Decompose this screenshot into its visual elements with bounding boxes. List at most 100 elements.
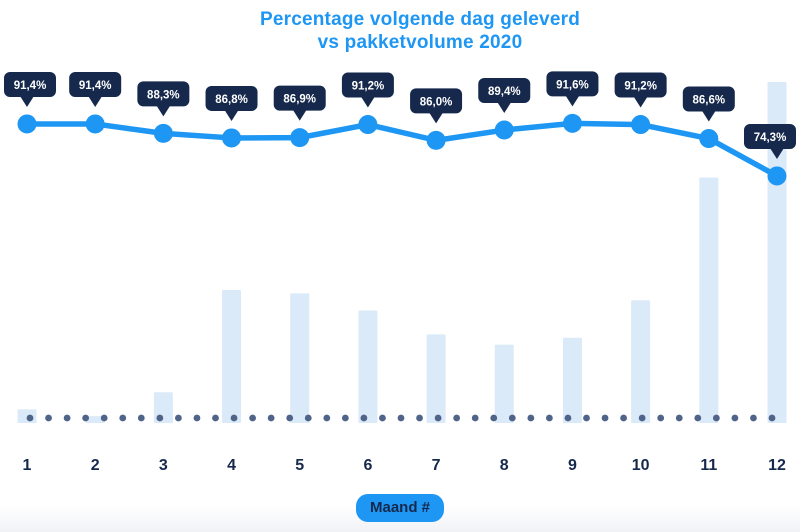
- x-tick-label: 8: [500, 457, 509, 474]
- value-tooltip-pointer: [360, 96, 375, 108]
- data-point-marker: [358, 115, 378, 135]
- volume-bar: [290, 293, 310, 423]
- baseline-dot: [564, 414, 572, 422]
- value-tooltip-box: [546, 71, 599, 97]
- baseline-dot: [416, 414, 423, 422]
- value-tooltip-box: [341, 72, 394, 98]
- x-tick-label: 12: [768, 457, 786, 474]
- baseline-dot: [694, 414, 702, 422]
- chart-title: Percentage volgende dag geleverd vs pakk…: [20, 8, 800, 54]
- value-tooltip-label: 91,4%: [79, 80, 112, 92]
- data-point-marker: [494, 120, 514, 140]
- value-tooltip-box: [137, 81, 190, 107]
- value-tooltip: 86,6%: [682, 86, 735, 122]
- baseline-dot: [323, 414, 331, 422]
- baseline-dot: [657, 414, 665, 422]
- x-tick-label: 7: [432, 457, 441, 474]
- baseline-dot: [675, 414, 683, 422]
- baseline-dot: [82, 414, 90, 422]
- x-tick-label: 10: [632, 457, 650, 474]
- value-tooltip-label: 86,9%: [283, 94, 316, 106]
- baseline-dot: [63, 414, 71, 422]
- x-tick-label: 3: [159, 457, 168, 474]
- data-point-marker: [153, 123, 173, 143]
- baseline-dot: [471, 414, 479, 422]
- volume-bar: [562, 337, 582, 423]
- volume-bar: [17, 409, 37, 423]
- data-point-marker: [767, 166, 787, 186]
- chart-title-line-1: Percentage volgende dag geleverd: [259, 9, 580, 30]
- volume-bar: [631, 300, 651, 423]
- value-tooltip: 86,9%: [273, 85, 326, 121]
- value-tooltip-box: [410, 88, 463, 114]
- baseline-dot: [768, 414, 776, 422]
- data-point-marker: [85, 114, 105, 134]
- value-tooltip-pointer: [429, 112, 444, 124]
- x-tick-label: 5: [295, 457, 304, 474]
- value-tooltip-label: 91,6%: [556, 79, 589, 91]
- data-point-marker: [631, 115, 651, 135]
- baseline-dot: [490, 414, 498, 422]
- baseline-dot: [379, 414, 386, 422]
- baseline-dot: [119, 414, 127, 422]
- baseline-dot: [527, 414, 535, 422]
- value-tooltip-label: 91,2%: [352, 81, 385, 93]
- data-point-marker: [562, 113, 582, 133]
- value-tooltip-pointer: [88, 95, 103, 107]
- x-tick-label: 4: [227, 457, 236, 474]
- volume-bar: [85, 416, 105, 423]
- baseline-dot: [434, 414, 442, 422]
- x-tick-label: 11: [700, 457, 717, 474]
- baseline-dot: [45, 414, 52, 422]
- value-tooltip: 91,2%: [614, 72, 667, 108]
- baseline-dot: [193, 414, 201, 422]
- x-tick-label: 9: [568, 457, 577, 474]
- volume-bar: [767, 82, 787, 423]
- value-tooltip-box: [478, 78, 531, 104]
- baseline-dot: [156, 414, 164, 422]
- data-point-marker: [426, 130, 446, 150]
- baseline-dot: [286, 414, 294, 422]
- value-tooltip: 91,6%: [546, 71, 599, 107]
- volume-bar: [358, 310, 378, 423]
- value-tooltip-label: 91,4%: [14, 80, 47, 92]
- value-tooltip-pointer: [224, 109, 239, 121]
- value-tooltip-box: [205, 85, 258, 111]
- value-tooltip-pointer: [497, 102, 512, 114]
- data-point-marker: [17, 114, 37, 134]
- value-tooltip: 89,4%: [478, 78, 531, 114]
- value-tooltip-pointer: [20, 95, 34, 107]
- value-tooltip-label: 86,6%: [692, 95, 725, 107]
- value-tooltip-pointer: [701, 110, 716, 122]
- x-axis-title-badge: Maand #: [355, 494, 445, 522]
- value-tooltip: 91,4%: [4, 71, 56, 107]
- baseline-dot: [546, 414, 553, 422]
- value-tooltip: 74,3%: [744, 123, 796, 159]
- value-tooltip: 91,2%: [341, 72, 394, 108]
- value-tooltip-label: 89,4%: [488, 86, 521, 98]
- value-tooltip-pointer: [633, 96, 648, 108]
- baseline-dot: [638, 414, 646, 422]
- value-tooltip-pointer: [565, 95, 580, 107]
- volume-bar: [699, 177, 719, 423]
- chart-title-line-2: vs pakketvolume 2020: [317, 32, 523, 53]
- value-tooltip: 88,3%: [137, 81, 190, 117]
- baseline-dot: [137, 414, 145, 422]
- value-tooltip: 91,4%: [69, 71, 122, 107]
- value-tooltip: 86,8%: [205, 85, 258, 121]
- baseline-dot: [267, 414, 275, 422]
- value-tooltip-box: [273, 85, 326, 111]
- baseline-dot: [26, 414, 34, 422]
- value-tooltip-label: 86,0%: [420, 96, 453, 108]
- baseline-dot: [750, 414, 757, 422]
- baseline-dot: [341, 414, 349, 422]
- value-tooltip-label: 91,2%: [624, 81, 657, 93]
- baseline-dot: [360, 414, 368, 422]
- baseline-dot: [212, 414, 219, 422]
- baseline-dot: [100, 414, 108, 422]
- value-tooltip-label: 88,3%: [147, 89, 180, 101]
- baseline-dot: [712, 414, 720, 422]
- volume-bar: [222, 290, 242, 423]
- x-tick-label: 6: [363, 457, 372, 474]
